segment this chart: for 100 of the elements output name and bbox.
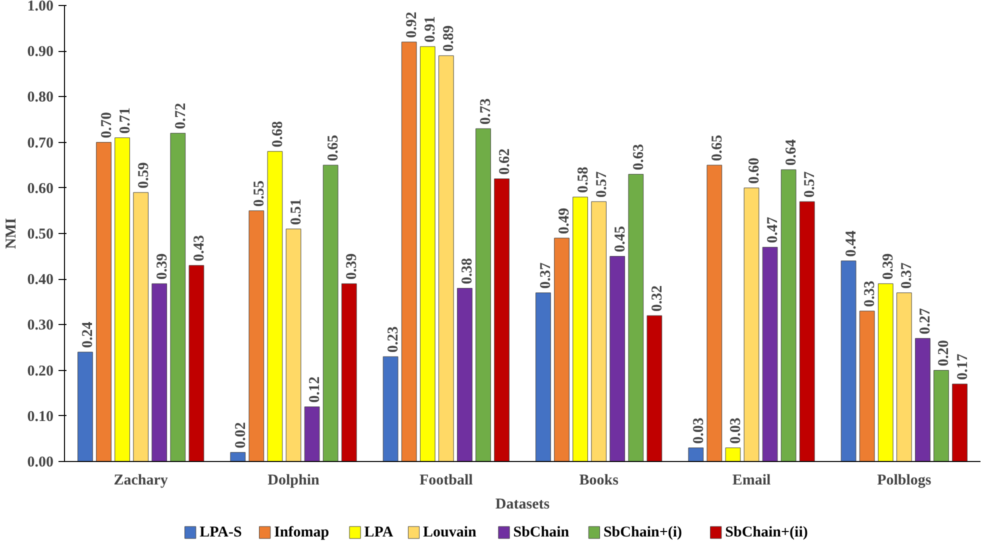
data-label: 0.64 — [784, 138, 800, 166]
data-label: 0.37 — [899, 262, 916, 289]
data-label: 0.58 — [575, 166, 592, 194]
data-label: 0.12 — [307, 376, 324, 403]
x-axis-title: Datasets — [495, 496, 550, 512]
x-tick-label: Football — [420, 472, 473, 488]
data-label: 0.39 — [880, 253, 897, 280]
bar — [420, 46, 436, 462]
legend-label: SbChain — [513, 524, 570, 540]
data-label: 0.03 — [728, 418, 744, 444]
data-label: 0.45 — [612, 226, 628, 252]
data-label: 0.57 — [594, 170, 610, 198]
data-label: 0.92 — [404, 12, 420, 38]
bar — [628, 174, 644, 462]
bar — [152, 283, 168, 462]
data-label: 0.23 — [386, 326, 402, 353]
data-label: 0.44 — [844, 230, 860, 257]
data-label: 0.47 — [765, 216, 782, 244]
y-tick-label: 0.60 — [27, 180, 54, 197]
bar — [706, 164, 722, 462]
data-label: 0.49 — [556, 208, 573, 234]
x-tick-label: Zachary — [114, 472, 168, 488]
bar — [878, 283, 894, 462]
y-tick-label: 0.50 — [27, 226, 54, 242]
bar — [744, 188, 760, 462]
legend-label: SbChain+(i) — [603, 524, 682, 540]
y-axis-title: NMI — [3, 218, 20, 249]
data-label: 0.62 — [496, 148, 513, 175]
x-tick-label: Dolphin — [268, 472, 320, 488]
bar — [915, 338, 930, 462]
bar — [494, 178, 510, 462]
x-tick-label: Polblogs — [877, 472, 932, 488]
data-label: 0.37 — [538, 262, 554, 289]
data-label: 0.20 — [936, 340, 952, 366]
bar — [286, 228, 302, 462]
bar — [554, 238, 570, 462]
y-tick-label: 0.20 — [27, 363, 54, 380]
data-label: 0.71 — [117, 107, 134, 134]
data-label: 0.73 — [478, 98, 494, 125]
bar — [725, 448, 741, 462]
y-tick-label: 0.30 — [27, 318, 54, 334]
bar — [188, 265, 204, 462]
bar — [688, 448, 704, 462]
bar — [133, 192, 148, 462]
data-label: 0.27 — [918, 308, 934, 334]
legend-label: Louvain — [423, 524, 478, 540]
bar — [840, 260, 856, 462]
bar — [536, 292, 551, 462]
data-label: 0.60 — [746, 158, 762, 184]
data-label: 0.43 — [191, 235, 208, 262]
y-tick-label: 0.10 — [27, 408, 54, 425]
y-tick-label: 0.80 — [27, 90, 54, 106]
bar — [382, 356, 398, 462]
y-tick-label: 0.70 — [27, 135, 54, 152]
legend-label: Infomap — [274, 524, 330, 540]
data-label: 0.65 — [326, 134, 342, 162]
bar — [646, 315, 662, 462]
data-label: 0.02 — [232, 422, 249, 448]
bar — [170, 132, 186, 462]
bar — [591, 201, 606, 462]
bar — [762, 246, 778, 462]
bar — [476, 128, 491, 462]
data-label: 0.32 — [649, 285, 666, 312]
bar — [78, 352, 93, 462]
data-label: 0.38 — [460, 258, 476, 284]
data-label: 0.55 — [251, 180, 268, 207]
data-label: 0.63 — [630, 144, 647, 170]
data-label: 0.39 — [154, 253, 170, 280]
y-tick-label: 1.00 — [27, 0, 54, 14]
bar — [341, 283, 357, 462]
legend-label: SbChain+(ii) — [725, 524, 808, 540]
data-label: 0.57 — [802, 170, 818, 198]
bar — [401, 42, 417, 462]
bar — [799, 201, 815, 462]
x-tick-label: Email — [732, 472, 771, 488]
legend-label: LPA-S — [200, 524, 242, 540]
bar — [610, 256, 626, 462]
data-label: 0.68 — [270, 121, 286, 148]
data-label: 0.33 — [862, 280, 878, 308]
bar — [267, 151, 283, 462]
data-label: 0.17 — [954, 353, 971, 380]
y-tick-label: 0.40 — [27, 272, 54, 288]
data-label: 0.70 — [98, 112, 115, 138]
data-label: 0.24 — [80, 321, 96, 348]
x-tick-label: Books — [579, 472, 619, 488]
bar — [780, 169, 796, 462]
data-label: 0.72 — [172, 102, 189, 130]
y-tick-label: 0.90 — [27, 44, 54, 60]
bar — [96, 142, 112, 462]
bar — [248, 210, 264, 462]
y-tick-label: 0.00 — [27, 454, 54, 470]
bar — [934, 370, 949, 462]
bar — [952, 384, 968, 462]
data-label: 0.91 — [422, 16, 439, 43]
bar — [859, 310, 875, 462]
data-label: 0.03 — [690, 418, 707, 444]
data-label: 0.89 — [441, 25, 458, 52]
bar — [457, 288, 472, 462]
bar — [438, 55, 454, 462]
bar — [896, 292, 912, 462]
